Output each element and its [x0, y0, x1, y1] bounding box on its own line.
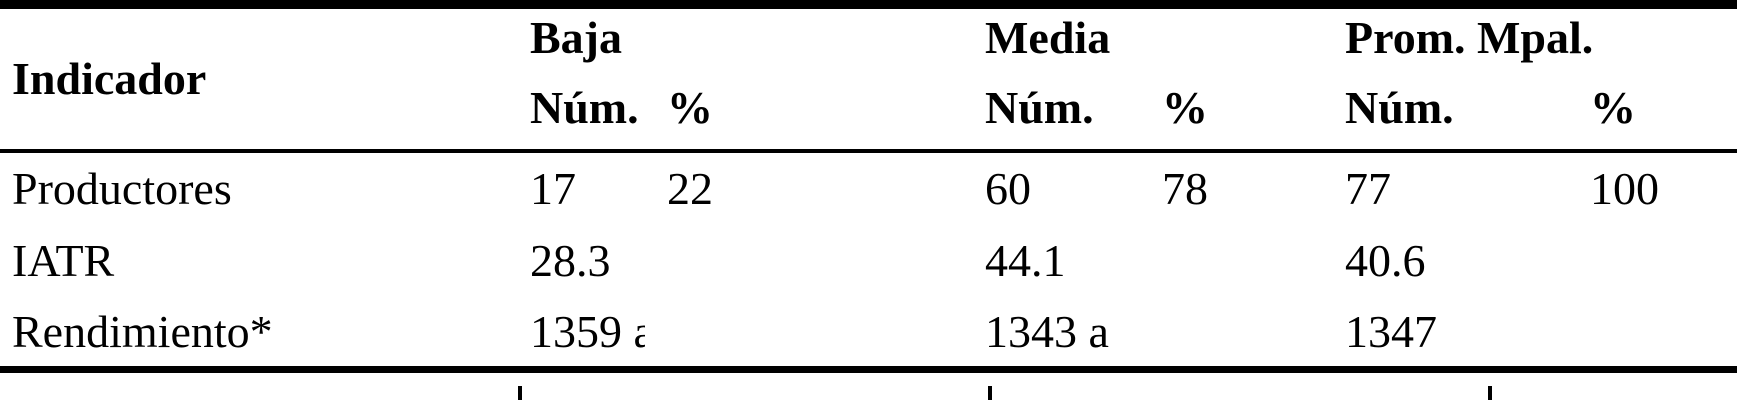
cell-media-num: 1343 a: [985, 305, 1109, 357]
table-row-rendimiento: Rendimiento* 1359 a 1343 a 1347: [0, 297, 1737, 370]
cell-baja-pct: [645, 224, 963, 297]
table-row-iatr: IATR 28.3 44.1 40.6: [0, 224, 1737, 297]
cell-prom-pct: [1568, 224, 1737, 297]
group-header-row: Indicador Baja Media Prom. Mpal.: [0, 5, 1737, 104]
subheader-row: Núm. % Núm. % Núm. %: [0, 67, 1737, 151]
cell-media-num: 44.1: [985, 234, 1066, 286]
cell-baja-num: 17: [508, 148, 645, 224]
subheader-prom-num: Núm.: [1345, 82, 1454, 133]
cell-prom-num: 1347: [1345, 305, 1438, 357]
cell-prom-pct: 100: [1568, 148, 1737, 224]
cell-baja-pct: [645, 297, 963, 370]
cell-prom-num: 40.6: [1345, 234, 1426, 286]
subheader-baja-pct: %: [667, 82, 713, 133]
group-header-media: Media: [985, 12, 1111, 64]
cell-media-pct: [1140, 224, 1323, 297]
subheader-baja-num: Núm.: [530, 82, 639, 133]
subheader-media-num: Núm.: [985, 82, 1094, 133]
row-label: Rendimiento*: [12, 305, 273, 357]
cell-prom-pct: [1568, 297, 1737, 370]
cell-media-pct: 78: [1140, 148, 1324, 224]
cell-border-tick: [1488, 386, 1492, 400]
cell-baja-pct: 22: [645, 148, 963, 224]
cell-baja-num: 1359 a: [530, 305, 645, 357]
corner-header-indicador: Indicador: [12, 53, 207, 105]
subheader-media-pct: %: [1162, 82, 1208, 133]
subheader-prom-pct: %: [1590, 82, 1637, 133]
group-header-baja: Baja: [530, 12, 622, 64]
cell-border-tick: [518, 386, 522, 400]
indicators-table: Indicador Baja Media Prom. Mpal. Núm. % …: [0, 0, 1737, 373]
group-header-prom-mpal: Prom. Mpal.: [1345, 12, 1594, 64]
row-label: IATR: [12, 234, 115, 286]
cell-media-num: 60: [963, 148, 1140, 224]
cell-baja-num: 28.3: [530, 234, 611, 286]
cell-border-tick: [988, 386, 992, 400]
cell-prom-num: 77: [1323, 148, 1569, 224]
table-row-productores: Productores 17 22 60 78 77 100: [0, 148, 1737, 224]
cell-media-pct: [1140, 297, 1323, 370]
row-label: Productores: [0, 148, 508, 224]
